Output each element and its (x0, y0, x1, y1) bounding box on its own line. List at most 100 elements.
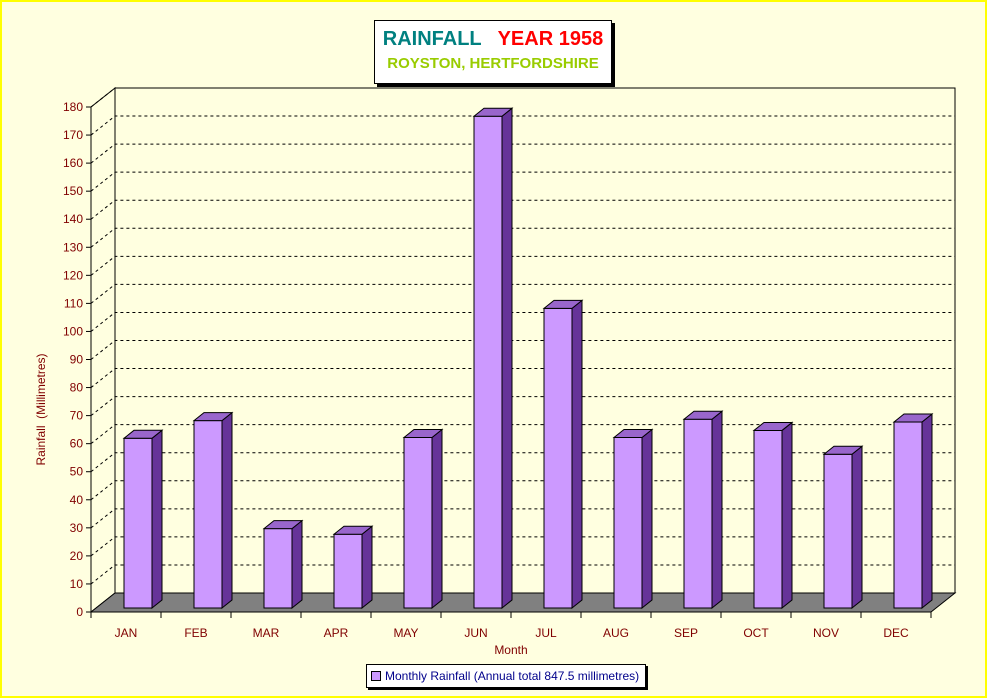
bar-side (291, 519, 303, 610)
bar-side (851, 445, 863, 610)
x-tick-label: MAY (393, 626, 418, 640)
bar-top (192, 412, 234, 422)
bar-front (403, 436, 433, 609)
legend-swatch (371, 671, 381, 681)
chart-legend: Monthly Rainfall (Annual total 847.5 mil… (366, 664, 647, 688)
bar-side (641, 428, 653, 610)
bar-front (893, 421, 923, 609)
bar-front (193, 420, 223, 609)
bar (472, 107, 514, 610)
grid-line (90, 227, 955, 248)
y-tick-label: 180 (63, 100, 83, 114)
bar-front (753, 429, 783, 609)
grid-line (90, 536, 955, 557)
bar (192, 411, 234, 610)
grid-line (90, 283, 955, 304)
bar-front (543, 307, 573, 609)
grid-line (90, 115, 955, 136)
grid-line (90, 424, 955, 445)
x-tick-label: SEP (674, 626, 698, 640)
x-tick-label: FEB (184, 626, 207, 640)
bar-top (542, 299, 584, 309)
left-wall (90, 86, 116, 614)
bar-side (221, 411, 233, 610)
bar-side (921, 412, 933, 610)
y-tick-label: 110 (64, 296, 83, 310)
grid-line (90, 368, 955, 388)
grid-line (90, 199, 955, 220)
y-tick-label: 170 (63, 128, 83, 142)
bar-front (123, 437, 153, 609)
axis-labels: 0 10 20 30 40 50 60 70 80 90 100 110 120 130 140 150 160… (34, 100, 909, 657)
x-tick-label: OCT (743, 626, 769, 640)
bar-top (262, 520, 304, 530)
bar (402, 428, 444, 610)
y-tick-label: 80 (70, 381, 84, 395)
y-tick-label: 30 (70, 521, 84, 535)
y-tick-label: 0 (76, 605, 83, 619)
bar-side (711, 410, 723, 610)
bar (752, 421, 794, 610)
x-tick-label: JUN (464, 626, 487, 640)
grid-line (90, 452, 955, 473)
axes (86, 106, 932, 618)
bar (612, 428, 654, 610)
bar-side (361, 525, 373, 610)
grid-lines (90, 87, 955, 585)
bar-top (402, 428, 444, 438)
y-tick-label: 100 (63, 324, 83, 338)
x-axis-label: Month (494, 643, 527, 657)
x-tick-label: JUL (535, 626, 557, 640)
bar-side (571, 299, 583, 610)
bar-front (473, 115, 503, 609)
y-tick-label: 130 (63, 240, 83, 254)
y-tick-label: 60 (70, 437, 84, 451)
grid-line (90, 396, 955, 417)
bar (822, 445, 864, 610)
bar-side (781, 421, 793, 610)
bar-front (823, 453, 853, 609)
bar-front (683, 418, 713, 609)
grid-line (90, 255, 955, 276)
bar-top (472, 107, 514, 117)
bar (682, 410, 724, 610)
x-tick-label: JAN (115, 626, 138, 640)
bar (262, 519, 304, 610)
grid-line (90, 340, 955, 360)
bar-side (431, 428, 443, 610)
y-tick-label: 150 (63, 184, 83, 198)
bar-top (822, 445, 864, 455)
chart-title: RAINFALL YEAR 1958 (375, 28, 611, 51)
x-tick-label: AUG (603, 626, 629, 640)
bar-top (892, 413, 934, 423)
legend-label: Monthly Rainfall (Annual total 847.5 mil… (385, 669, 640, 683)
x-tick-label: NOV (813, 626, 839, 640)
y-tick-label: 10 (70, 577, 84, 591)
chart-title-box: RAINFALL YEAR 1958 ROYSTON, HERTFORDSHIR… (374, 20, 612, 84)
bar-top (332, 525, 374, 535)
grid-line (90, 564, 955, 585)
bar-front (613, 436, 643, 609)
y-tick-label: 50 (70, 465, 84, 479)
bars (122, 107, 934, 610)
y-tick-label: 20 (70, 549, 84, 563)
bar-side (501, 107, 513, 610)
grid-line (90, 87, 955, 108)
bar (892, 412, 934, 610)
x-tick-label: APR (324, 626, 349, 640)
y-axis-label: Rainfall (Millimetres) (34, 353, 48, 465)
y-tick-label: 140 (63, 212, 83, 226)
chart-subtitle: ROYSTON, HERTFORDSHIRE (387, 55, 599, 72)
grid-line (90, 480, 955, 501)
bar (542, 299, 584, 610)
y-tick-label: 40 (70, 493, 84, 507)
bar (122, 429, 164, 610)
x-tick-label: DEC (883, 626, 909, 640)
bar-front (263, 528, 293, 609)
bar-top (612, 428, 654, 438)
grid-line (90, 143, 955, 164)
grid-line (90, 508, 955, 529)
bar-top (682, 410, 724, 420)
grid-line (90, 311, 955, 332)
y-tick-label: 160 (63, 156, 83, 170)
